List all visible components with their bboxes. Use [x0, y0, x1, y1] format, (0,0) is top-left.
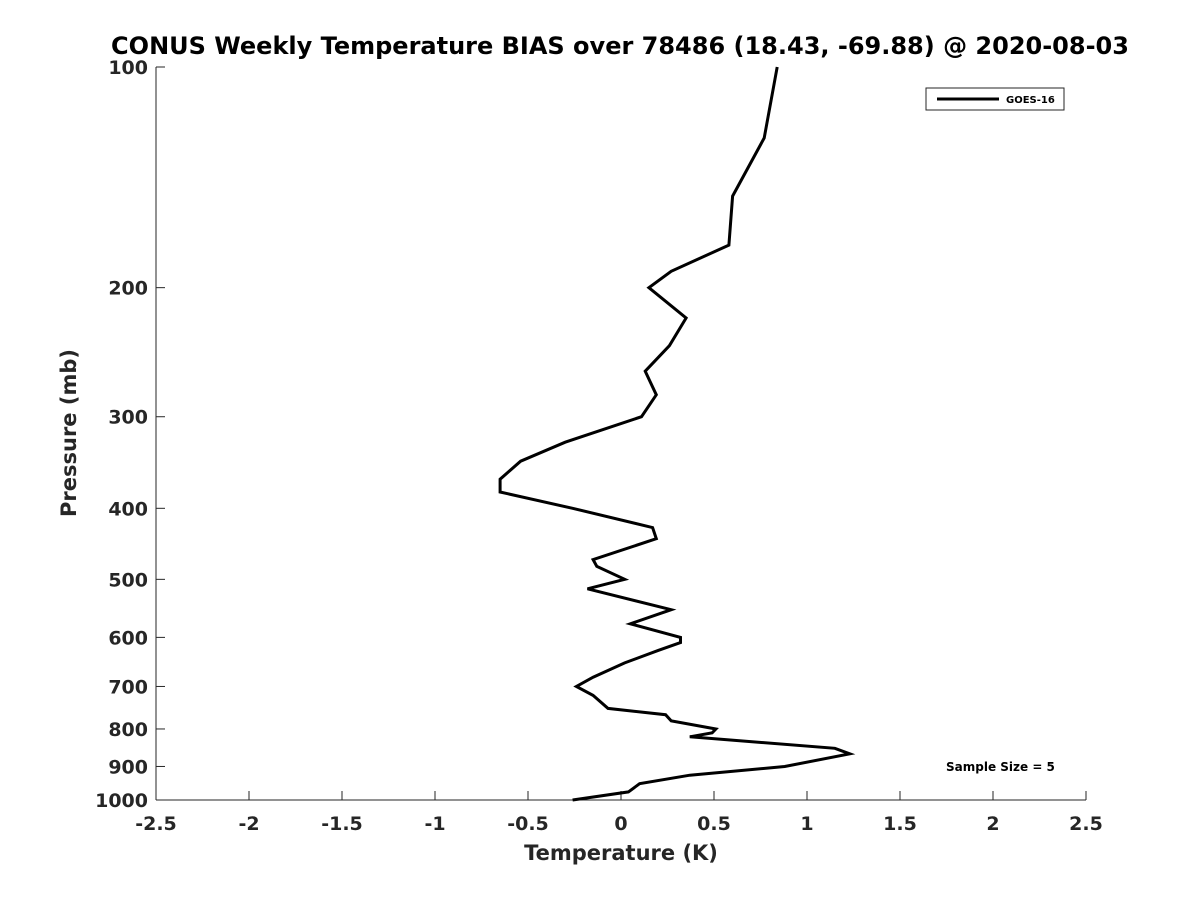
x-tick-label: 2	[986, 813, 999, 835]
y-tick-label: 300	[108, 407, 148, 429]
legend-label-goes-16: GOES-16	[1006, 95, 1055, 106]
x-tick-label: -1.5	[321, 813, 363, 835]
y-axis-label: Pressure (mb)	[57, 349, 81, 517]
series-layer	[498, 66, 856, 802]
y-tick-label: 100	[108, 57, 148, 79]
x-tick-label: -1	[424, 813, 445, 835]
x-tick-label: 0.5	[697, 813, 731, 835]
x-tick-label: -0.5	[507, 813, 549, 835]
y-tick-label: 700	[108, 676, 148, 698]
y-tick-label: 1000	[95, 790, 148, 812]
y-tick-label: 600	[108, 627, 148, 649]
x-tick-label: 0	[614, 813, 627, 835]
chart-title: CONUS Weekly Temperature BIAS over 78486…	[111, 32, 1129, 60]
y-tick-label: 800	[108, 719, 148, 741]
x-axis-ticks: -2.5 -2 -1.5 -1 -0.5 0 0.5 1 1.5 2 2.5	[135, 791, 1103, 835]
y-axis-ticks: 100 200 300 400 500 600 700 800 900 1000	[95, 57, 165, 812]
x-tick-label: 1	[800, 813, 813, 835]
legend: GOES-16	[925, 87, 1065, 111]
y-tick-label: 900	[108, 756, 148, 778]
sample-size-annotation: Sample Size = 5	[946, 760, 1055, 774]
x-tick-label: -2	[238, 813, 259, 835]
x-tick-label: -2.5	[135, 813, 177, 835]
y-tick-label: 400	[108, 498, 148, 520]
y-tick-label: 200	[108, 278, 148, 300]
x-axis-label: Temperature (K)	[524, 841, 718, 865]
x-tick-label: 1.5	[883, 813, 917, 835]
y-tick-label: 500	[108, 569, 148, 591]
x-tick-label: 2.5	[1069, 813, 1103, 835]
series-line-goes-16	[498, 66, 856, 802]
